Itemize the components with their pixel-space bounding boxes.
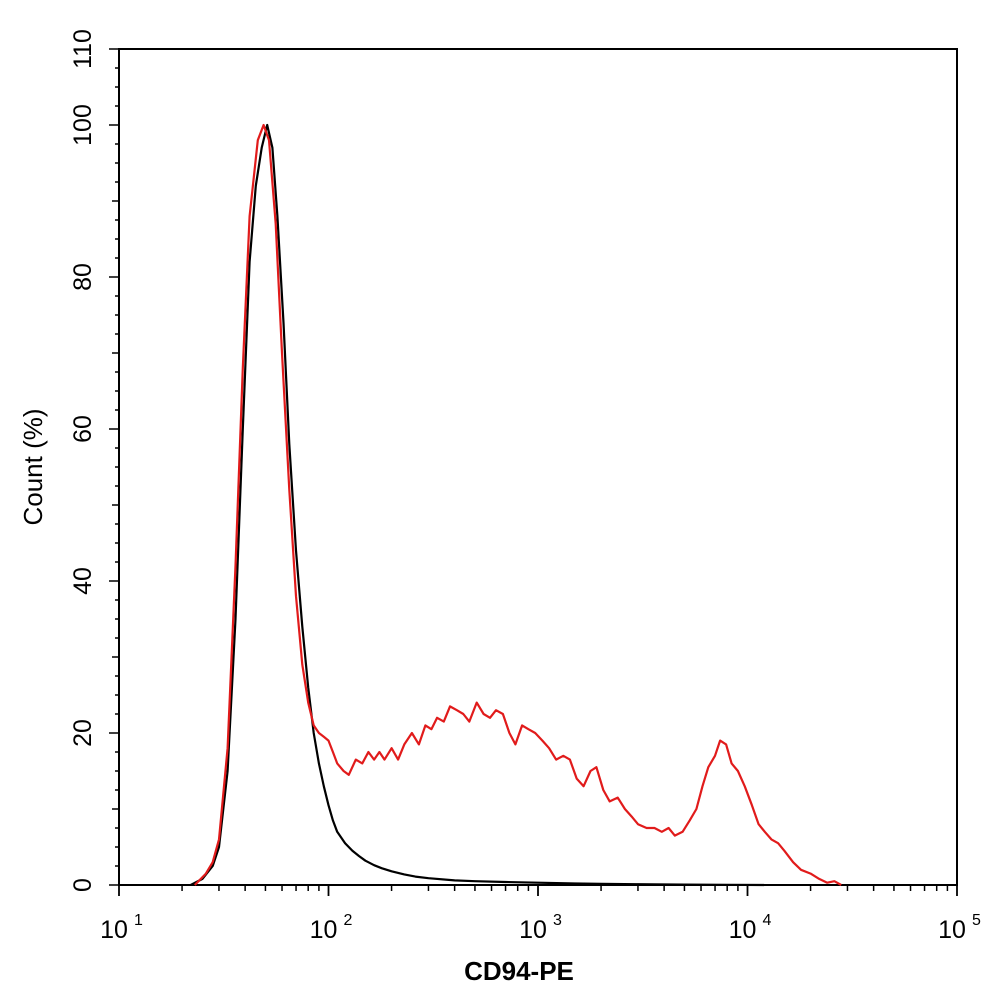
- y-axis: 0 20 40 60 80 100 110: [69, 29, 119, 892]
- x-tick-exponent: 1: [134, 912, 143, 929]
- x-tick-label: 10: [310, 916, 338, 944]
- y-tick-label: 110: [69, 29, 97, 69]
- x-tick-exponent: 5: [972, 912, 981, 929]
- x-axis: 10 1 10 2 10 3 10 4 10 5: [100, 885, 981, 944]
- y-tick-label: 40: [69, 567, 97, 595]
- x-tick-exponent: 2: [344, 912, 353, 929]
- y-axis-title: Count (%): [18, 408, 48, 525]
- series-line-0: [190, 123, 765, 887]
- series-layer: [190, 123, 842, 887]
- x-tick-exponent: 4: [763, 912, 772, 929]
- y-tick-label: 0: [69, 878, 97, 892]
- x-tick-label: 10: [938, 916, 966, 944]
- series-line-1: [194, 123, 842, 886]
- x-tick-label: 10: [519, 916, 547, 944]
- x-tick-label: 10: [100, 916, 128, 944]
- y-tick-label: 60: [69, 415, 97, 443]
- y-tick-label: 100: [69, 104, 97, 146]
- y-tick-label: 20: [69, 719, 97, 747]
- plot-frame: [118, 48, 958, 886]
- x-tick-exponent: 3: [553, 912, 562, 929]
- x-tick-label: 10: [729, 916, 757, 944]
- y-tick-label: 80: [69, 263, 97, 291]
- x-axis-title: CD94-PE: [464, 956, 574, 986]
